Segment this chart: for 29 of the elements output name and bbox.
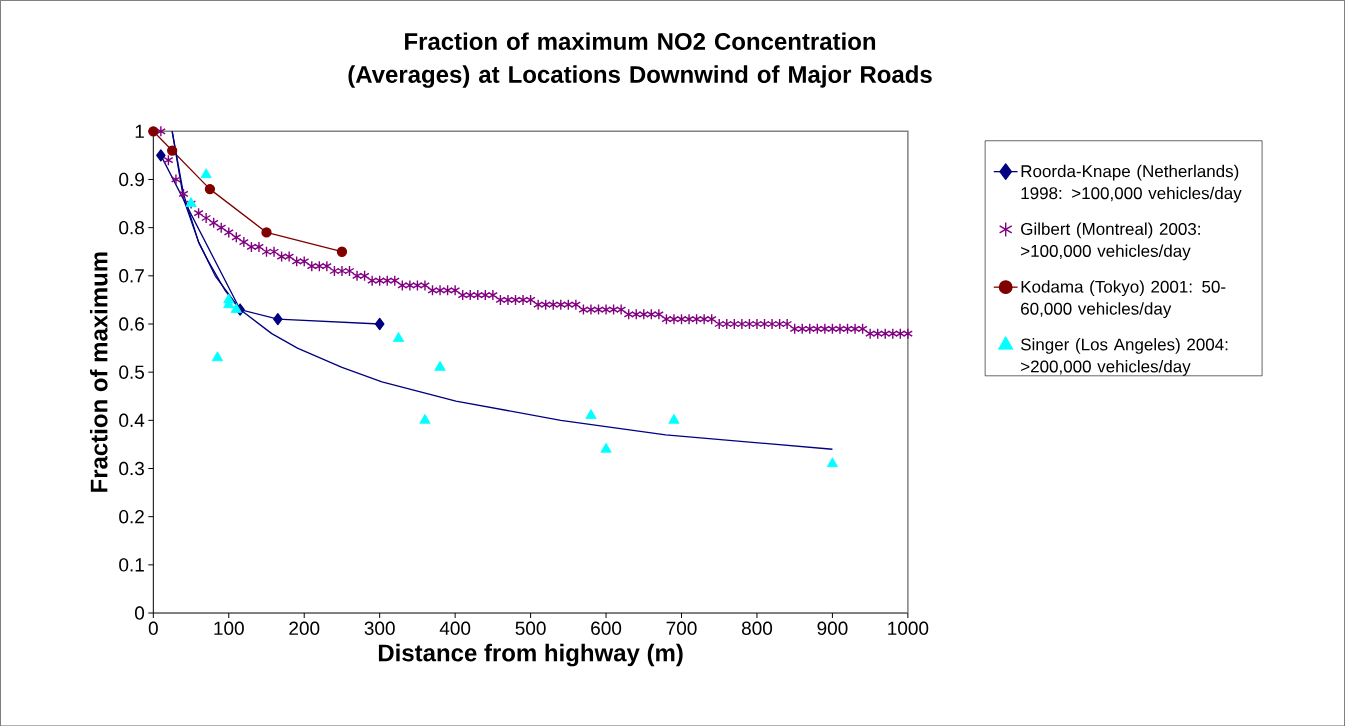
y-tick-label: 0.2 xyxy=(119,509,144,524)
x-tick-label: 400 xyxy=(439,621,471,635)
y-tick-label: 0.9 xyxy=(119,172,144,187)
x-tick-label: 700 xyxy=(666,621,697,635)
y-tick-label: 0.7 xyxy=(119,268,144,283)
y-tick-label: 1 xyxy=(135,124,144,138)
x-tick-label: 900 xyxy=(817,621,848,635)
y-tick-label: 0.5 xyxy=(119,365,144,379)
y-tick-label: 0.6 xyxy=(119,317,144,331)
y-tick-label: 0.1 xyxy=(119,557,144,572)
x-tick-label: 0 xyxy=(148,621,158,635)
y-tick-label: 0 xyxy=(134,606,145,620)
chart-title: Fraction of maximum NO2 Concentration (Averages) at Locations Downwind of Major Roads xyxy=(348,32,932,88)
legend-label: Singer (Los Angeles) 2004: >200,000 vehicles/day xyxy=(1021,337,1228,376)
x-tick-label: 200 xyxy=(289,621,320,635)
x-axis-title: Distance from highway (m) xyxy=(378,643,683,667)
y-axis-title: Fraction of maximum xyxy=(89,252,108,492)
x-tick-label: 100 xyxy=(214,621,244,635)
x-tick-label: 300 xyxy=(364,621,395,635)
y-tick-label: 0.3 xyxy=(119,461,144,476)
x-tick-label: 500 xyxy=(515,621,546,635)
x-tick-label: 600 xyxy=(591,621,622,635)
x-tick-label: 800 xyxy=(741,621,773,635)
y-tick-label: 0.4 xyxy=(119,413,145,427)
y-tick-label: 0.8 xyxy=(119,220,144,235)
legend-label: Roorda-Knape (Netherlands) 1998: >100,000 vehicles/day xyxy=(1021,164,1242,203)
legend-label: Kodama (Tokyo) 2001: 50-60,000 vehicles/day xyxy=(1021,280,1226,318)
legend-label: Gilbert (Montreal) 2003: >100,000 vehicles/day xyxy=(1021,222,1200,261)
x-tick-label: 1000 xyxy=(888,621,929,635)
